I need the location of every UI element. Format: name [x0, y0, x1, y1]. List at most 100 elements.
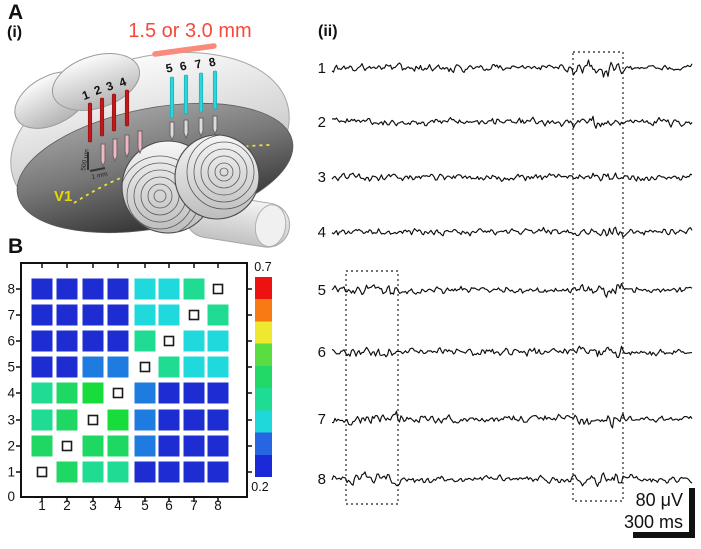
heatmap-cell-r4c1	[31, 382, 53, 404]
y-tick-label-7: 7	[7, 308, 15, 323]
ghost-electrode-gray-5	[169, 121, 175, 142]
width-scale-bar	[89, 167, 106, 172]
heatmap-cell-r7c5	[134, 304, 156, 326]
heatmap-cell-r4c5	[134, 382, 156, 404]
heatmap-cell-r1c8	[207, 461, 229, 483]
y-tick-label-4: 4	[7, 386, 15, 401]
trace-label-4: 4	[318, 224, 326, 241]
voltage-scale-bar	[689, 488, 695, 538]
heatmap-diagonal-cell-r8c8	[212, 283, 224, 295]
trace-label-3: 3	[318, 169, 326, 186]
electrode-label-8: 8	[207, 54, 217, 69]
heatmap-cell-r2c6	[158, 435, 180, 457]
distance-annotation-bar	[152, 43, 217, 57]
ghost-electrode-red-2	[112, 138, 118, 163]
x-tick-label-6: 6	[165, 498, 173, 513]
heatmap-diagonal-cell-r3c3	[87, 414, 99, 426]
heatmap-cell-r3c7	[183, 409, 205, 431]
heatmap-diagonal-cell-r1c1	[36, 466, 48, 478]
lfp-trace-3	[331, 172, 693, 182]
width-scale-label: 1 mm	[91, 171, 108, 181]
ghost-electrode-red-1	[100, 143, 106, 168]
heatmap-cell-r4c8	[207, 382, 229, 404]
heatmap-cell-r8c3	[82, 278, 104, 300]
lfp-trace-7	[332, 410, 693, 429]
heatmap-cell-r8c5	[134, 278, 156, 300]
ghost-electrode-red-3	[124, 134, 130, 159]
heatmap-diagonal-cell-r5c5	[139, 361, 151, 373]
v1-border-dashed-line	[73, 169, 143, 204]
heatmap-cell-r4c6	[158, 382, 180, 404]
trace-label-2: 2	[318, 114, 326, 131]
heatmap-cell-r3c5	[134, 409, 156, 431]
heatmap-cell-r6c3	[82, 330, 104, 352]
lfp-trace-1	[331, 59, 693, 78]
heatmap-cell-r2c1	[31, 435, 53, 457]
heatmap-cell-r6c4	[107, 330, 129, 352]
x-tick-label-1: 1	[38, 498, 46, 513]
x-tick-label-3: 3	[89, 498, 97, 513]
heatmap-cell-r1c6	[158, 461, 180, 483]
heatmap-cell-r7c2	[56, 304, 78, 326]
electrode-2	[99, 97, 105, 137]
electrode-6	[183, 74, 189, 115]
electrode-1	[87, 102, 93, 143]
y-tick-label-3: 3	[7, 413, 15, 428]
electrode-8	[212, 70, 218, 110]
heatmap-cell-r6c8	[207, 330, 229, 352]
panel-a-sub-i-label: (i)	[7, 24, 23, 41]
panel-a-sub-ii-label: (ii)	[318, 23, 338, 40]
heatmap-cell-r2c3	[82, 435, 104, 457]
colorbar-min-label: 0.2	[251, 480, 268, 494]
heatmap-diagonal-cell-r7c7	[188, 309, 200, 321]
heatmap-cell-r6c2	[56, 330, 78, 352]
heatmap-cell-r4c3	[82, 382, 104, 404]
colorbar	[255, 277, 272, 477]
y-tick-label-1: 1	[7, 465, 15, 480]
y-tick-label-2: 2	[7, 439, 15, 454]
electrode-label-1: 1	[80, 87, 91, 103]
heatmap-cell-r7c3	[82, 304, 104, 326]
heatmap-cell-r7c1	[31, 304, 53, 326]
heatmap-cell-r5c6	[158, 356, 180, 378]
heatmap-cell-r7c4	[107, 304, 129, 326]
y-tick-label-8: 8	[7, 282, 15, 297]
electrode-label-6: 6	[178, 58, 188, 73]
brain-electrode-diagram: V1 500 μm 1 mm 1.5 or 3.0 mm 1 2 3 4 5 6 7 8	[10, 20, 294, 248]
cerebellum-shape	[121, 134, 260, 234]
x-tick-label-2: 2	[63, 498, 71, 513]
heatmap-cell-r8c6	[158, 278, 180, 300]
heatmap-cell-r1c5	[134, 461, 156, 483]
y-tick-label-6: 6	[7, 334, 15, 349]
trace-label-7: 7	[318, 411, 326, 428]
ghost-electrode-red-4	[137, 130, 143, 155]
electrode-5	[169, 76, 175, 119]
y-tick-label-5: 5	[7, 360, 15, 375]
depth-scale-label: 500 μm	[80, 149, 91, 172]
electrode-3	[111, 93, 117, 132]
distance-annotation-label: 1.5 or 3.0 mm	[128, 20, 251, 42]
lfp-trace-5	[331, 283, 693, 298]
heatmap-cell-r3c4	[107, 409, 129, 431]
burst-highlight-box-late	[572, 51, 624, 502]
panel-b-label: B	[8, 235, 24, 258]
heatmap-cell-r6c1	[31, 330, 53, 352]
x-tick-label-5: 5	[141, 498, 149, 513]
heatmap-cell-r5c2	[56, 356, 78, 378]
trace-label-5: 5	[318, 282, 326, 299]
lfp-trace-4	[331, 226, 693, 238]
heatmap-cell-r6c5	[134, 330, 156, 352]
heatmap-cell-r2c5	[134, 435, 156, 457]
lfp-trace-6	[331, 345, 693, 359]
heatmap-cell-r6c7	[183, 330, 205, 352]
heatmap-cell-r3c8	[207, 409, 229, 431]
panel-a-label: A	[8, 1, 24, 24]
trace-label-6: 6	[318, 344, 326, 361]
burst-highlight-box-early	[345, 270, 399, 505]
heatmap-cell-r5c4	[107, 356, 129, 378]
heatmap-cell-r3c1	[31, 409, 53, 431]
trace-label-8: 8	[318, 471, 326, 488]
electrode-label-7: 7	[193, 56, 203, 71]
heatmap-plot-border	[20, 262, 248, 498]
